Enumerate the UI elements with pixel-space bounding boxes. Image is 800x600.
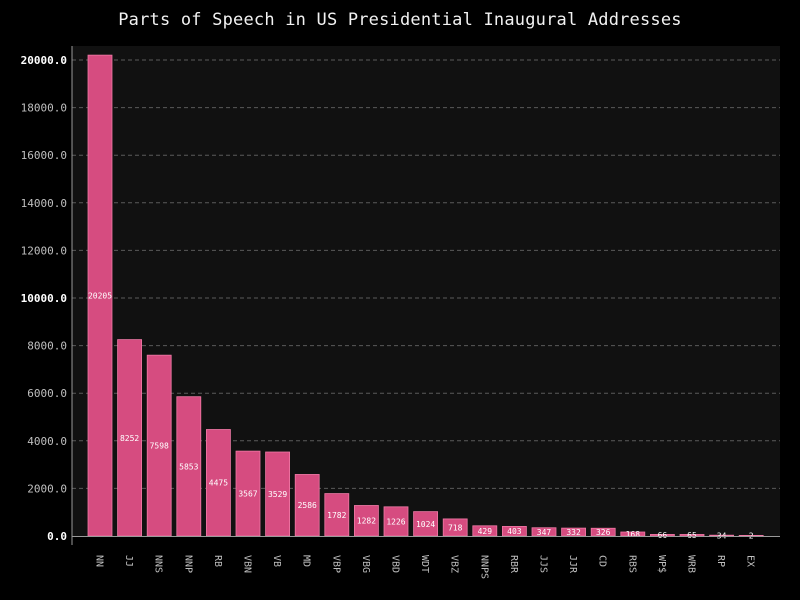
data-label: 3567	[238, 490, 257, 499]
x-tick-label: VB	[271, 555, 282, 567]
y-tick-label: 12000.0	[21, 244, 67, 257]
y-tick-label: 20000.0	[21, 54, 67, 67]
bars	[87, 54, 764, 537]
y-tick-label: 8000.0	[27, 340, 67, 353]
x-tick-label: RP	[715, 555, 726, 567]
data-label: 3529	[268, 490, 287, 499]
bar	[146, 354, 172, 537]
bar	[235, 450, 261, 537]
x-tick-label: VBD	[390, 555, 401, 573]
bar	[265, 451, 291, 537]
x-tick-label: NNS	[153, 555, 164, 573]
y-tick-label: 2000.0	[27, 482, 67, 495]
data-label: 4475	[209, 479, 228, 488]
data-label: 20205	[88, 292, 112, 301]
data-label: 332	[566, 528, 581, 537]
bar	[176, 396, 202, 537]
x-tick-label: JJ	[123, 555, 134, 567]
data-label: 326	[596, 528, 611, 537]
grid-lines	[72, 59, 780, 489]
x-tick-label: RBR	[508, 555, 519, 574]
x-tick-label: NNPS	[478, 555, 489, 579]
data-label: 1282	[357, 517, 376, 526]
data-label: 168	[626, 530, 641, 539]
chart-title: Parts of Speech in US Presidential Inaug…	[118, 10, 682, 30]
y-tick-label: 18000.0	[21, 102, 67, 115]
y-axis-ticks: 0.0 2000.0 4000.0 6000.0 8000.0 10000.0 12000.…	[21, 54, 67, 543]
x-tick-label: MD	[301, 555, 312, 567]
data-label: 66	[658, 531, 668, 540]
x-tick-label: WDT	[419, 555, 430, 573]
data-label: 1226	[386, 517, 405, 526]
x-tick-label: JJS	[538, 555, 549, 573]
x-tick-label: VBZ	[449, 555, 460, 573]
bar	[294, 474, 320, 537]
x-tick-label: NNP	[182, 555, 193, 573]
x-tick-label: VBP	[330, 555, 341, 573]
x-axis-ticks: NN JJ NNS NNP RB VBN VB MD VBP VBG VBD WDT VBZ NNPS RB…	[94, 555, 756, 579]
y-tick-label: 10000.0	[21, 292, 67, 305]
data-label: 8252	[120, 434, 139, 443]
x-tick-label: CD	[597, 555, 608, 567]
bar	[383, 506, 409, 537]
data-label: 347	[537, 528, 552, 537]
x-tick-label: WRB	[686, 555, 697, 573]
bar	[353, 505, 379, 537]
x-tick-label: RBS	[626, 555, 637, 573]
bar	[324, 493, 350, 537]
x-tick-label: EX	[745, 555, 756, 567]
data-label: 1782	[327, 511, 346, 520]
bar	[413, 511, 439, 537]
data-labels: 20205 8252 7598 5853 4475 3567 3529 2586 1782 128…	[88, 292, 754, 541]
bar	[205, 429, 231, 537]
x-tick-label: RB	[212, 555, 223, 567]
y-tick-label: 6000.0	[27, 387, 67, 400]
y-tick-label: 4000.0	[27, 435, 67, 448]
data-label: 718	[448, 523, 463, 532]
data-label: 2586	[298, 501, 317, 510]
x-tick-label: VBG	[360, 555, 371, 573]
data-label: 1024	[416, 520, 435, 529]
x-tick-label: WP$	[656, 555, 667, 573]
x-tick-label: JJR	[567, 555, 578, 574]
data-label: 5853	[179, 462, 198, 471]
data-label: 65	[687, 531, 697, 540]
y-tick-label: 0.0	[47, 530, 67, 543]
data-label: 403	[507, 527, 522, 536]
data-label: 7598	[150, 442, 169, 451]
bar	[117, 339, 142, 537]
x-tick-label: NN	[94, 555, 105, 567]
data-label: 429	[478, 527, 493, 536]
y-tick-label: 14000.0	[21, 197, 67, 210]
x-tick-label: VBN	[242, 555, 253, 573]
y-tick-label: 16000.0	[21, 149, 67, 162]
